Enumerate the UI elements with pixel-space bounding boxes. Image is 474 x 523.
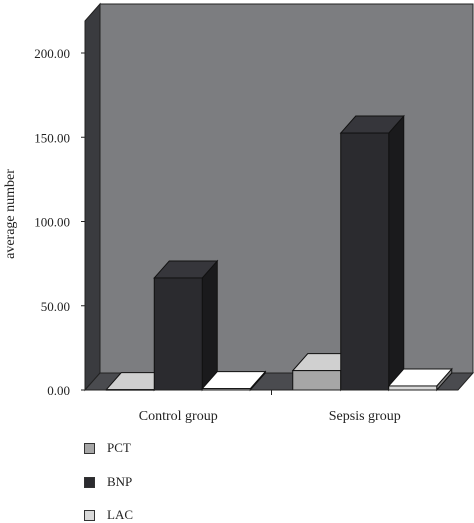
y-tick-label-1: 50.00 — [41, 299, 70, 314]
bar-sepsis-group-lac — [388, 385, 438, 391]
legend-item-bnp: BNP — [84, 474, 132, 490]
chart-walls — [83, 2, 474, 392]
chart-bars — [105, 114, 453, 392]
legend-label-bnp: BNP — [107, 474, 133, 489]
y-tick-label-4: 200.00 — [34, 46, 70, 61]
side-wall — [84, 2, 101, 392]
legend-item-pct: PCT — [84, 440, 131, 456]
legend-label-pct: PCT — [107, 440, 131, 455]
legend-label-lac: LAC — [107, 507, 133, 522]
legend-swatch-pct — [84, 442, 95, 454]
legend-swatch-bnp — [84, 476, 95, 488]
chart-axes: Control group Sepsis group 0.00 50.00 100.00… — [34, 46, 458, 424]
y-tick-label-0: 0.00 — [47, 383, 70, 398]
bar-sepsis-group-bnp — [340, 132, 390, 391]
legend-swatch-lac — [84, 509, 95, 521]
bar-control-group-bnp — [153, 277, 203, 391]
bar-side-control-group-bnp — [201, 259, 218, 392]
bar-sepsis-group-pct — [292, 370, 342, 391]
x-tick-label-1: Sepsis group — [329, 409, 401, 424]
y-axis-label: average number — [3, 169, 18, 259]
legend-item-lac: LAC — [84, 507, 133, 523]
x-tick-label-0: Control group — [139, 409, 218, 424]
y-tick-label-2: 100.00 — [34, 215, 70, 230]
bar-side-sepsis-group-bnp — [388, 114, 405, 392]
y-tick-label-3: 150.00 — [34, 130, 70, 145]
